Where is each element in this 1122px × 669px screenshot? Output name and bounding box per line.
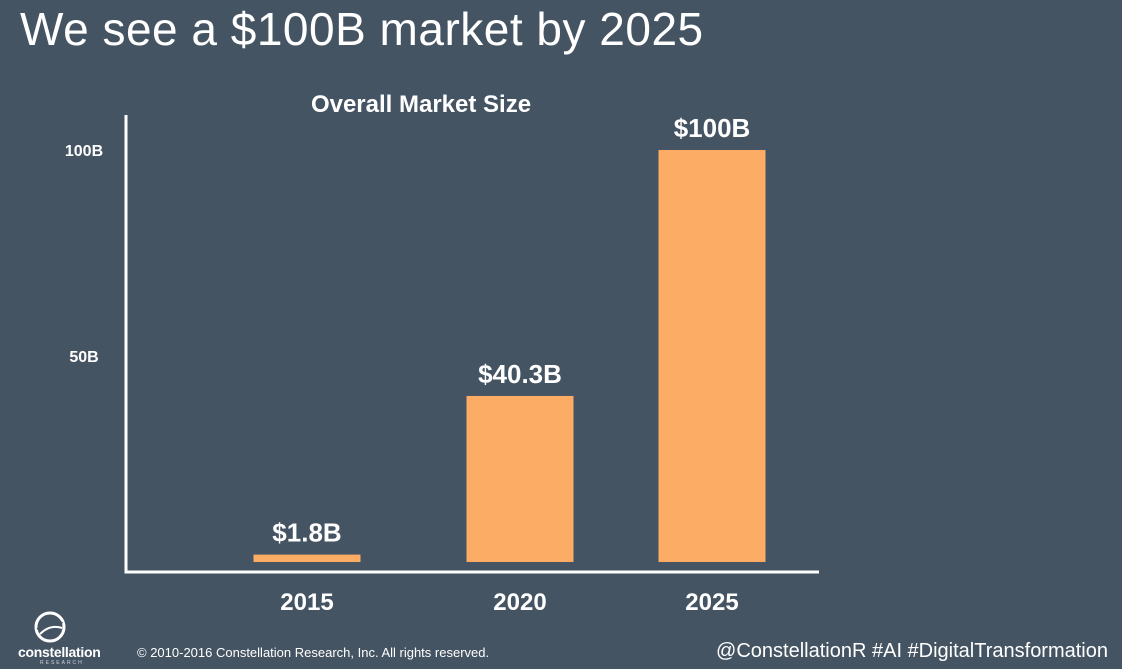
copyright-text: © 2010-2016 Constellation Research, Inc.… <box>137 645 490 660</box>
x-tick-label: 2020 <box>493 589 546 616</box>
bar-2025 <box>658 150 766 562</box>
x-ticks: 2015 2020 2025 <box>280 589 738 616</box>
footer-logo: constellation RESEARCH <box>18 610 118 666</box>
bar-2015 <box>253 554 361 562</box>
y-tick-label: 100B <box>65 143 103 160</box>
bars <box>253 150 766 562</box>
slide-title: We see a $100B market by 2025 <box>20 3 704 55</box>
x-tick-label: 2025 <box>685 589 738 616</box>
constellation-logo-icon <box>32 610 68 644</box>
logo-name: constellation <box>18 644 101 660</box>
y-ticks: 50B 100B <box>65 143 103 366</box>
value-label: $1.8B <box>272 518 341 548</box>
bar-2020 <box>466 395 574 562</box>
logo-sub: RESEARCH <box>40 660 84 666</box>
value-labels: $1.8B $40.3B $100B <box>272 113 750 548</box>
hashtags-text: @ConstellationR #AI #DigitalTransformati… <box>716 640 1108 662</box>
chart-title: Overall Market Size <box>311 91 531 118</box>
value-label: $40.3B <box>478 359 562 389</box>
x-tick-label: 2015 <box>280 589 333 616</box>
y-tick-label: 50B <box>69 349 98 366</box>
value-label: $100B <box>674 113 751 143</box>
